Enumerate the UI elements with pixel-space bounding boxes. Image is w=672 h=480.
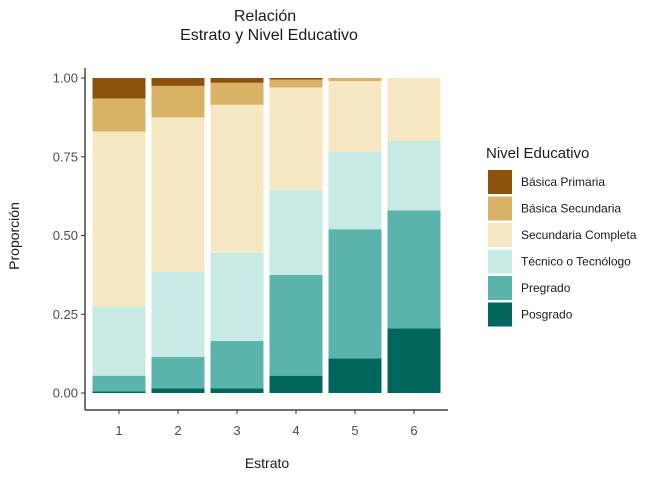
bar-segment-estrato-4-3 [269,189,323,275]
bar-segment-estrato-4-1 [269,375,323,393]
bar-segment-estrato-2-5 [151,85,205,118]
bar-segment-estrato-4-2 [269,274,323,376]
bar-segment-estrato-3-2 [210,341,264,389]
y-tick-label: 0.75 [53,149,78,164]
bar-segment-estrato-6-4 [387,78,441,141]
bar-segment-estrato-4-5 [269,79,323,88]
legend-label: Posgrado [521,308,573,322]
bar-segment-estrato-4-6 [269,78,323,80]
x-tick-label: 3 [233,423,240,438]
bar-segment-estrato-5-4 [328,81,382,153]
chart-title-line-1: Relación [234,8,296,25]
legend-swatch [488,249,512,274]
bar-segment-estrato-1-6 [92,78,146,99]
y-tick-label: 0.25 [53,307,78,322]
bar-segment-estrato-6-2 [387,210,441,329]
bar-segment-estrato-2-1 [151,388,205,393]
bar-segment-estrato-3-6 [210,78,264,83]
x-axis-title: Estrato [245,455,290,471]
y-axis-title: Proporción [6,202,22,270]
bar-segment-estrato-2-4 [151,117,205,272]
bar-segment-estrato-1-2 [92,375,146,392]
bar-segment-estrato-3-5 [210,82,264,105]
axes-layer: 0.00 0.25 0.50 0.75 1.00 1 2 3 4 5 6 [53,68,448,438]
y-tick-label: 0.00 [53,386,78,401]
bar-segment-estrato-4-4 [269,87,323,190]
bar-segment-estrato-5-2 [328,229,382,359]
x-tick-label: 5 [351,423,358,438]
legend-swatch [488,276,512,300]
x-tick-label: 6 [410,423,417,438]
legend-swatch [488,302,512,327]
legend-swatch [488,196,512,221]
bar-segment-estrato-1-4 [92,131,146,307]
bar-segment-estrato-2-3 [151,271,205,357]
legend-label: Básica Primaria [521,175,605,189]
bar-segment-estrato-3-4 [210,104,264,253]
legend-label: Secundaria Completa [521,228,637,242]
bar-segment-estrato-5-1 [328,358,382,393]
legend: Nivel Educativo Básica Primaria Básica Se… [486,145,637,327]
bar-segment-estrato-5-3 [328,152,382,230]
legend-swatch [488,170,512,194]
legend-label: Básica Secundaria [521,202,621,216]
chart-title-line-2: Estrato y Nivel Educativo [180,27,358,44]
bar-segment-estrato-3-3 [210,252,264,342]
bars-layer [92,78,441,393]
y-tick-label: 1.00 [53,71,78,86]
bar-segment-estrato-2-6 [151,78,205,86]
bar-segment-estrato-6-3 [387,141,441,211]
x-tick-label: 1 [115,423,122,438]
legend-label: Técnico o Tecnólogo [521,255,631,269]
y-tick-label: 0.50 [53,228,78,243]
legend-title: Nivel Educativo [486,145,589,162]
bar-segment-estrato-2-2 [151,356,205,389]
bar-segment-estrato-6-1 [387,328,441,393]
legend-swatch [488,223,512,247]
chart-title: Relación Estrato y Nivel Educativo [180,8,358,44]
x-tick-label: 2 [174,423,181,438]
bar-segment-estrato-1-1 [92,391,146,393]
bar-segment-estrato-5-5 [328,78,382,82]
legend-label: Pregrado [521,281,571,295]
x-tick-label: 4 [292,423,299,438]
bar-segment-estrato-1-5 [92,98,146,132]
bar-segment-estrato-1-3 [92,306,146,376]
bar-segment-estrato-3-1 [210,388,264,393]
